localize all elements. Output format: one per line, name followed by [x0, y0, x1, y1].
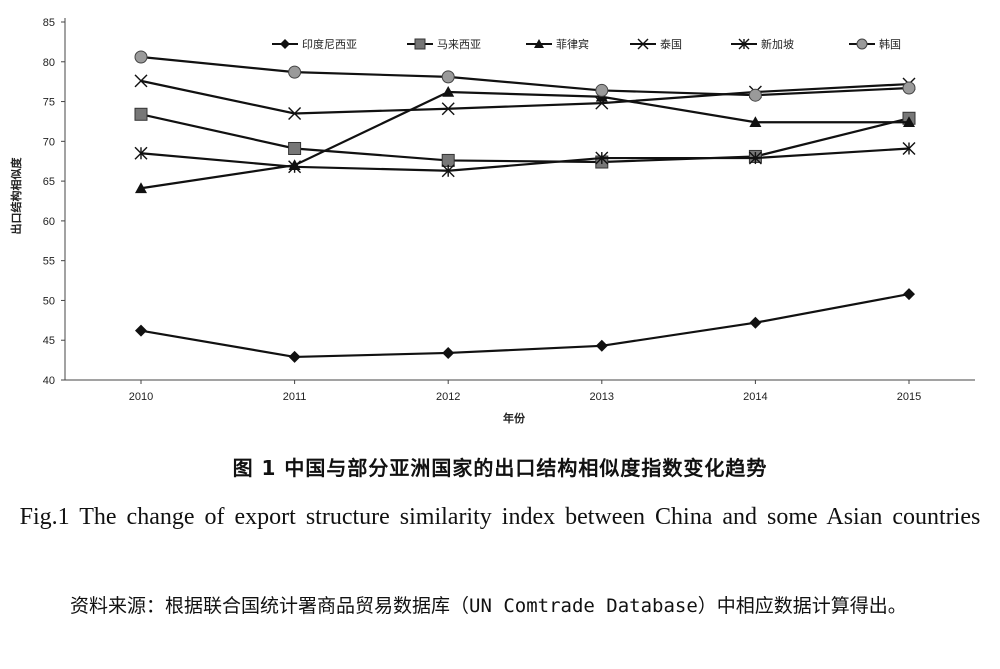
data-point: [135, 324, 147, 337]
y-tick-label: 85: [43, 17, 55, 29]
legend-label: 菲律宾: [556, 37, 589, 51]
y-axis-ticks: 40 45 50 55 60 65 70 75 80 85: [43, 17, 65, 387]
data-point: [441, 153, 455, 167]
data-point: [288, 160, 302, 174]
legend-label: 韩国: [879, 37, 901, 51]
series-line: [140, 292, 910, 359]
data-point: [748, 88, 762, 102]
legend-item: 菲律宾: [526, 37, 589, 51]
x-marker-stroke: [595, 96, 609, 110]
data-point: [288, 350, 301, 363]
data-point: [749, 116, 762, 128]
data-point: [134, 146, 148, 160]
x-marker-stroke: [441, 102, 455, 116]
data-point: [748, 151, 762, 165]
legend-item: 马来西亚: [407, 38, 481, 51]
legend-item: 新加坡: [731, 37, 794, 51]
legend-label: 新加坡: [761, 37, 794, 51]
y-tick-label: 40: [43, 375, 55, 387]
legend-label: 马来西亚: [437, 38, 481, 51]
figure-title-cn: 图 1 中国与部分亚洲国家的出口结构相似度指数变化趋势: [232, 456, 768, 480]
data-point: [288, 141, 302, 155]
data-point: [441, 102, 455, 116]
series-4: [134, 74, 916, 120]
data-point: [902, 141, 916, 155]
series-line: [140, 90, 909, 190]
data-point: [595, 151, 609, 165]
legend-label: 泰国: [660, 37, 682, 51]
series-line: [140, 79, 910, 115]
x-axis-ticks: 2010 2011 2012 2013 2014 2015: [129, 380, 921, 403]
legend-marker: [414, 38, 426, 50]
data-point: [134, 107, 148, 121]
legend-marker: [534, 39, 544, 48]
legend-marker: [280, 39, 290, 49]
data-point: [442, 346, 455, 359]
legend-marker: [637, 38, 649, 50]
data-point: [135, 182, 147, 194]
y-axis-label: 出口结构相似度: [9, 157, 23, 235]
data-point: [595, 96, 609, 110]
x-axis-label: 年份: [503, 411, 526, 425]
y-tick-label: 65: [43, 176, 55, 188]
y-tick-label: 75: [43, 97, 55, 109]
x-tick-label: 2015: [897, 391, 921, 403]
x-marker-stroke: [134, 74, 148, 88]
data-point: [903, 288, 915, 301]
y-tick-label: 80: [43, 57, 55, 69]
data-point: [441, 70, 455, 84]
y-tick-label: 70: [43, 136, 55, 148]
data-point: [134, 74, 148, 88]
legend-marker: [856, 38, 868, 50]
data-point: [903, 116, 915, 128]
source-note: 资料来源：根据联合国统计署商品贸易数据库（UN Comtrade Databas…: [70, 595, 907, 617]
data-point: [442, 86, 455, 97]
series-line: [140, 55, 910, 97]
series-2: [134, 107, 916, 169]
series-layer: [134, 50, 916, 363]
x-tick-label: 2012: [436, 391, 460, 403]
legend-item: 印度尼西亚: [272, 37, 357, 51]
data-point: [595, 339, 608, 352]
chart-axes: [64, 18, 975, 381]
series-5: [134, 141, 916, 178]
data-point: [288, 106, 302, 120]
y-tick-label: 60: [43, 216, 55, 228]
legend: 印度尼西亚 马来西亚 菲律宾 泰国 新加坡 韩国: [272, 37, 901, 51]
data-point: [441, 164, 455, 178]
legend-item: 泰国: [630, 37, 682, 51]
x-tick-label: 2013: [590, 391, 614, 403]
data-point: [749, 316, 762, 329]
x-marker-stroke: [637, 38, 649, 50]
series-1: [135, 288, 915, 363]
legend-label: 印度尼西亚: [302, 37, 357, 51]
series-line: [140, 147, 910, 172]
figure-title-en: Fig.1 The change of export structure sim…: [19, 504, 981, 530]
series-6: [134, 50, 916, 102]
y-tick-label: 55: [43, 256, 55, 268]
y-tick-label: 45: [43, 335, 55, 347]
data-point: [288, 65, 302, 79]
data-point: [134, 50, 148, 64]
data-point: [902, 81, 916, 95]
y-tick-label: 50: [43, 295, 55, 307]
x-tick-label: 2014: [743, 391, 767, 403]
x-tick-label: 2011: [283, 391, 307, 403]
series-line: [140, 113, 910, 164]
x-marker-stroke: [288, 106, 302, 120]
legend-marker: [738, 38, 750, 50]
data-point: [595, 83, 609, 97]
x-tick-label: 2010: [129, 391, 153, 403]
legend-item: 韩国: [849, 37, 901, 51]
